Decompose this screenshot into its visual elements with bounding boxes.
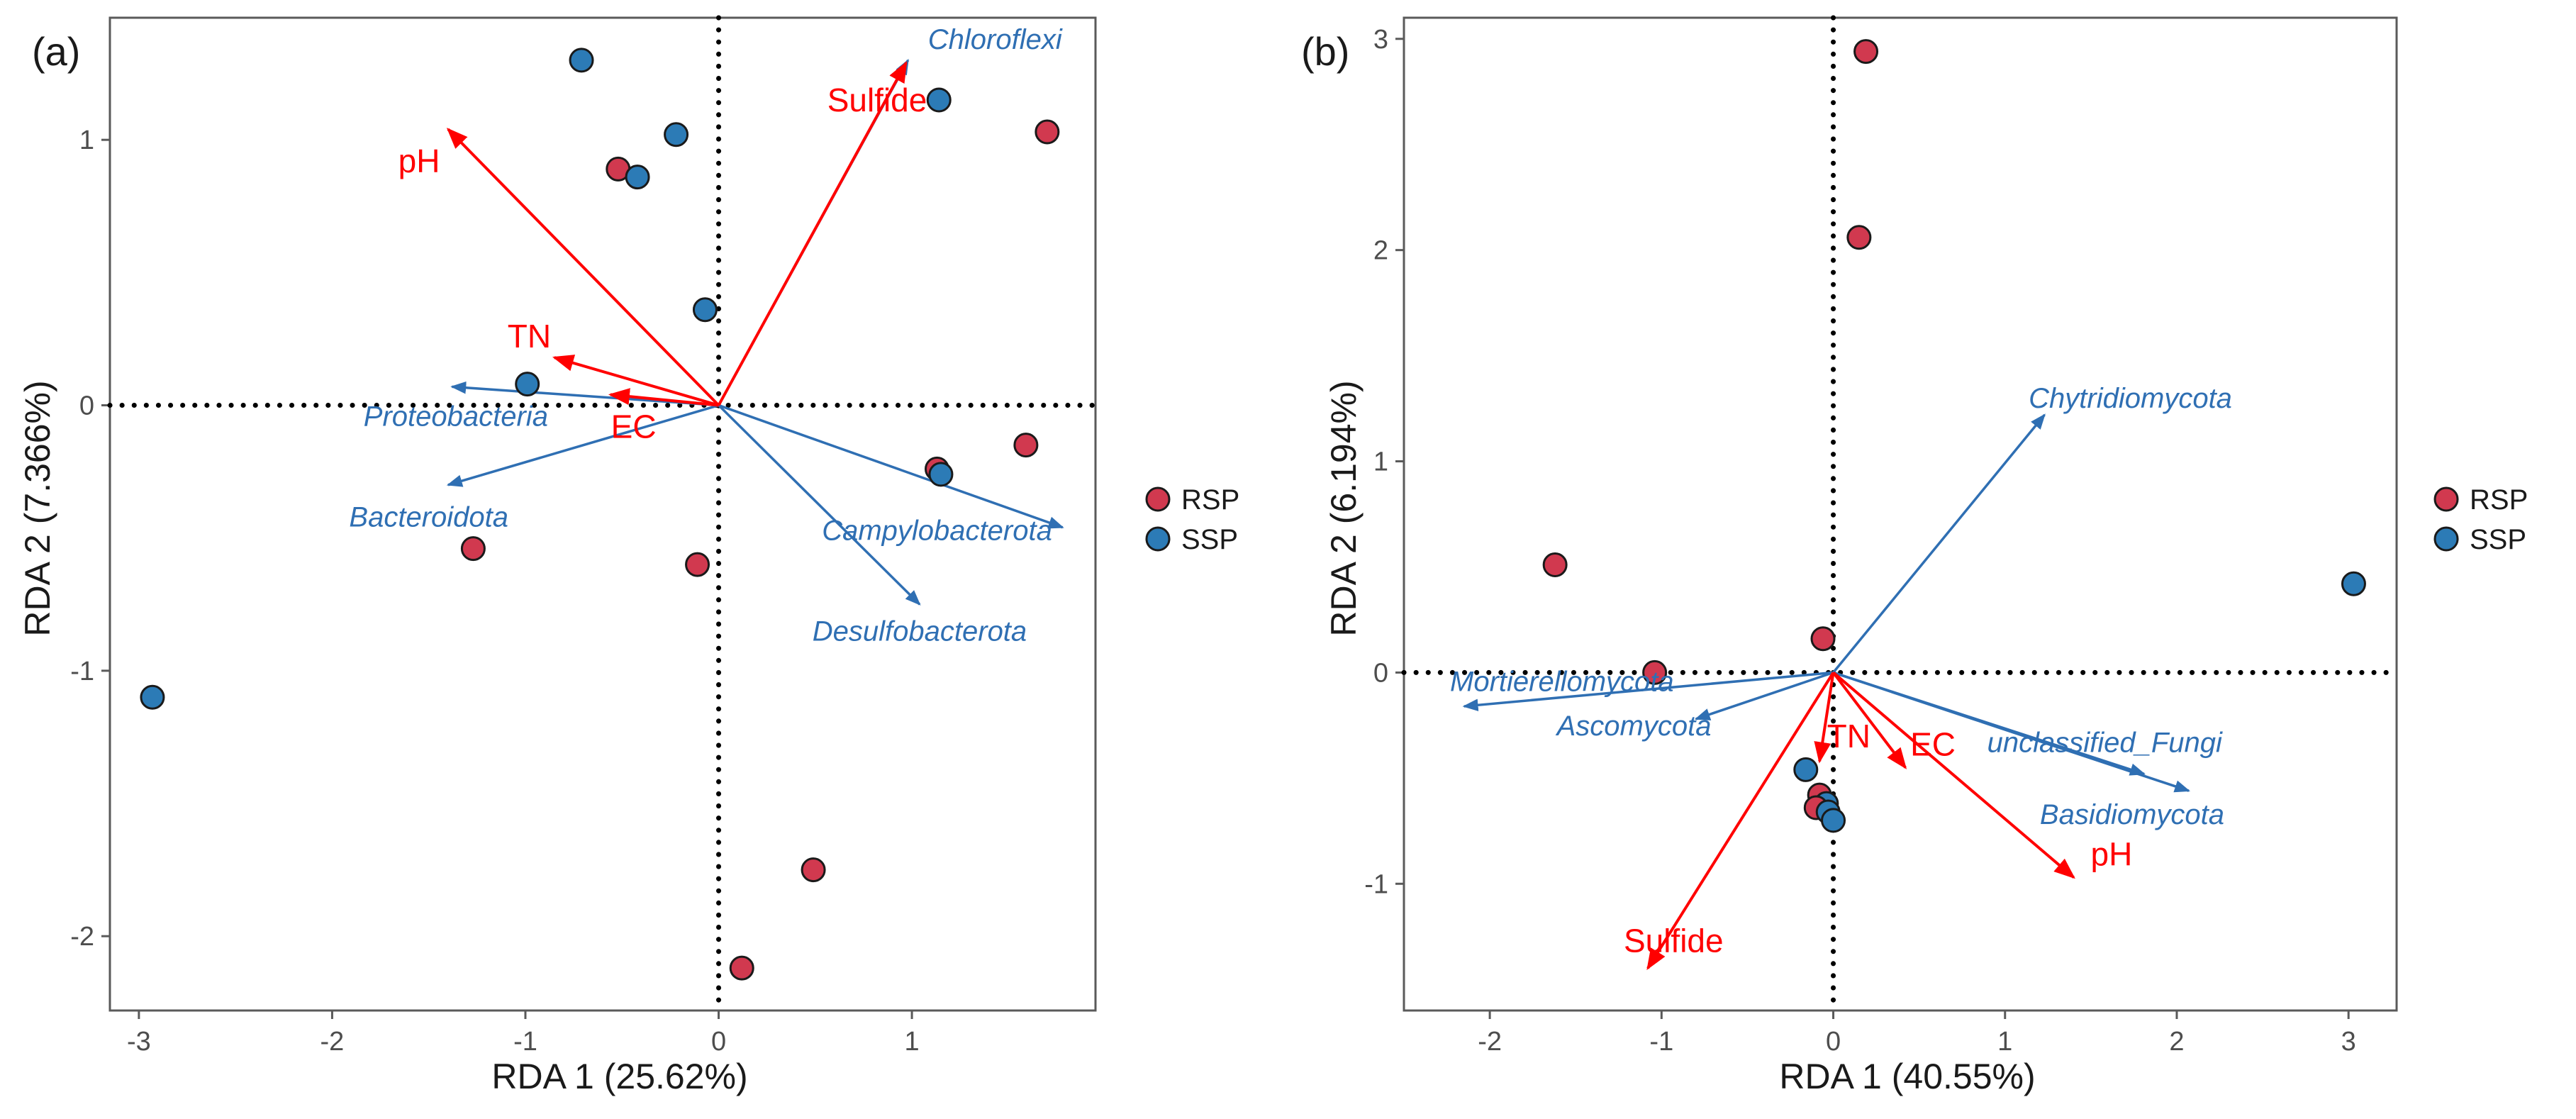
sample-point-rsp	[729, 955, 754, 981]
panel-b-rda-fungi: (b) RDA 1 (40.55%) RDA 2 (6.194%) -2 -1 0 1…	[1301, 15, 2528, 1096]
legend-ssp-marker	[2433, 526, 2459, 552]
env-label-ph: pH	[2091, 836, 2133, 873]
y-tick-label: 1	[79, 126, 94, 155]
sample-point-ssp	[1821, 808, 1846, 833]
sample-point-ssp	[140, 684, 165, 710]
species-label-chloroflexi: Chloroflexi	[928, 24, 1063, 55]
x-tick-label: -1	[1649, 1027, 1673, 1057]
env-arrow-ec	[1831, 672, 1907, 769]
sample-point-rsp	[685, 552, 710, 577]
env-arrow-tn	[552, 355, 720, 407]
env-arrow-sulfide	[717, 61, 908, 406]
legend-ssp-marker	[1145, 526, 1171, 552]
env-arrow-sulfide	[1646, 672, 1835, 970]
plot-frame	[108, 16, 1097, 1012]
x-tick-label: 0	[711, 1027, 726, 1057]
env-label-tn: TN	[508, 318, 551, 355]
legend-rsp-label: RSP	[1181, 484, 1239, 516]
x-tick-label: -1	[513, 1027, 537, 1057]
species-label-unclassified-fungi: unclassified_Fungi	[1987, 728, 2223, 759]
species-arrow-ascomycota	[1694, 671, 1834, 720]
panel-a-y-axis-title: RDA 2 (7.366%)	[18, 380, 57, 636]
sample-point-ssp	[515, 372, 540, 397]
y-tick-label: -1	[70, 657, 94, 686]
sample-point-ssp	[569, 48, 594, 73]
x-tick-label: 2	[2169, 1027, 2184, 1057]
sample-point-rsp	[1846, 225, 1872, 250]
x-tick-label: -3	[127, 1027, 151, 1057]
sample-point-rsp	[1642, 659, 1668, 685]
y-tick-label: 0	[1373, 658, 1388, 688]
y-tick-label: 0	[79, 391, 94, 421]
panel-a-plot-area: -3 -2 -1 0 1 -2 -1 0 1 Chloroflexi Proteobacteria B…	[70, 15, 1098, 1057]
sample-point-rsp	[1013, 433, 1039, 458]
x-tick-label: 1	[1997, 1027, 2012, 1057]
species-label-ascomycota: Ascomycota	[1556, 711, 1712, 742]
panel-b-y-axis-title: RDA 2 (6.194%)	[1324, 380, 1364, 636]
sample-point-ssp	[664, 122, 689, 147]
legend-rsp-marker	[1145, 486, 1171, 512]
panel-a-x-axis-title: RDA 1 (25.62%)	[491, 1057, 747, 1096]
species-arrow-mortierellomycota	[1462, 671, 1834, 712]
panel-a-rda-bacteria: (a) RDA 1 (25.62%) RDA 2 (7.366%) -3 -2 -1…	[18, 15, 1239, 1096]
panel-a-label: (a)	[32, 29, 80, 74]
env-label-ec: EC	[1910, 726, 1956, 763]
species-arrow-chytridiomycota	[1832, 413, 2046, 674]
env-label-tn: TN	[1827, 718, 1870, 755]
sample-point-rsp	[1542, 552, 1568, 577]
species-arrow-bacteroidota	[446, 403, 720, 487]
sample-point-ssp	[928, 462, 954, 487]
species-label-mortierellomycota: Mortierellomycota	[1450, 666, 1674, 697]
legend-ssp-label: SSP	[1181, 524, 1238, 555]
species-arrow-campylobacterota	[718, 403, 1064, 529]
sample-point-rsp	[460, 536, 486, 562]
panel-a-legend: RSP SSP	[1145, 484, 1239, 555]
y-tick-label: 1	[1373, 447, 1388, 477]
env-label-sulfide: Sulfide	[827, 82, 927, 118]
env-label-sulfide: Sulfide	[1624, 923, 1724, 959]
x-tick-label: -2	[1478, 1027, 1502, 1057]
species-label-desulfobacterota: Desulfobacterota	[813, 616, 1027, 647]
y-tick-label: 3	[1373, 25, 1388, 55]
panel-b-legend: RSP SSP	[2433, 484, 2528, 555]
panel-b-plot-area: -2 -1 0 1 2 3 -1 0 1 2 3 Chytridiomycota Mortierello…	[1364, 15, 2399, 1057]
sample-point-rsp	[1035, 119, 1060, 145]
legend-rsp-marker	[2433, 486, 2459, 512]
sample-point-rsp	[801, 857, 826, 883]
species-label-basidiomycota: Basidiomycota	[2040, 799, 2224, 830]
species-label-chytridiomycota: Chytridiomycota	[2029, 383, 2232, 414]
env-arrow-ph	[1832, 671, 2075, 879]
x-tick-label: 3	[2341, 1027, 2356, 1057]
env-arrow-ec	[608, 388, 719, 407]
x-tick-label: -2	[320, 1027, 345, 1057]
species-label-proteobacteria: Proteobacteria	[364, 401, 548, 432]
env-label-ec: EC	[611, 408, 657, 445]
sample-point-ssp	[625, 165, 650, 190]
sample-point-ssp	[2341, 571, 2366, 596]
species-label-campylobacterota: Campylobacterota	[822, 515, 1052, 546]
plot-frame	[1403, 16, 2398, 1012]
y-tick-label: -2	[70, 922, 94, 952]
panel-b-x-axis-title: RDA 1 (40.55%)	[1779, 1057, 2035, 1096]
sample-point-rsp	[1810, 626, 1836, 652]
legend-rsp-label: RSP	[2470, 484, 2528, 516]
env-label-ph: pH	[398, 143, 440, 179]
species-arrow-basidiomycota	[1832, 671, 2191, 793]
env-arrow-tn	[1814, 672, 1835, 764]
panel-b-label: (b)	[1301, 29, 1349, 74]
species-label-bacteroidota: Bacteroidota	[349, 502, 508, 533]
y-tick-label: 2	[1373, 236, 1388, 266]
species-arrow-desulfobacterota	[718, 404, 921, 606]
sample-point-ssp	[1793, 757, 1819, 782]
env-arrow-ph	[446, 128, 720, 406]
sample-point-ssp	[926, 87, 952, 113]
x-tick-label: 1	[905, 1027, 920, 1057]
y-tick-label: -1	[1364, 869, 1388, 899]
x-tick-label: 0	[1826, 1027, 1841, 1057]
legend-ssp-label: SSP	[2470, 524, 2526, 555]
sample-point-ssp	[692, 297, 718, 323]
sample-point-rsp	[1853, 39, 1879, 65]
